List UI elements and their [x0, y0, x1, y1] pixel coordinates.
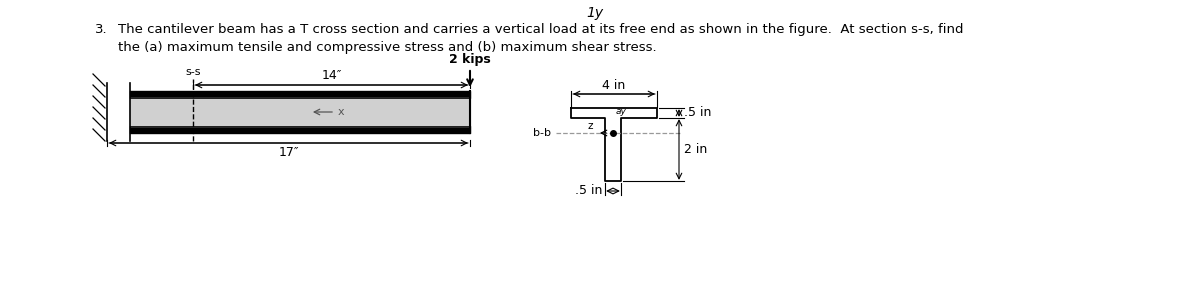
Text: 14″: 14″	[322, 69, 342, 82]
Text: the (a) maximum tensile and compressive stress and (b) maximum shear stress.: the (a) maximum tensile and compressive …	[118, 41, 656, 54]
Text: 2 kips: 2 kips	[449, 53, 491, 66]
Text: 2 in: 2 in	[684, 143, 707, 156]
Text: .5 in: .5 in	[575, 185, 602, 198]
Text: b-b: b-b	[533, 128, 551, 138]
Text: The cantilever beam has a T cross section and carries a vertical load at its fre: The cantilever beam has a T cross sectio…	[118, 23, 964, 36]
Text: .5 in: .5 in	[684, 106, 712, 119]
Text: s-s: s-s	[185, 67, 200, 77]
Text: 3.: 3.	[95, 23, 108, 36]
Text: x: x	[338, 107, 344, 117]
Text: 17″: 17″	[278, 146, 299, 159]
Text: ay: ay	[616, 107, 626, 116]
Text: 4 in: 4 in	[602, 79, 625, 92]
Text: 1y: 1y	[587, 6, 604, 20]
Text: z: z	[588, 121, 593, 131]
